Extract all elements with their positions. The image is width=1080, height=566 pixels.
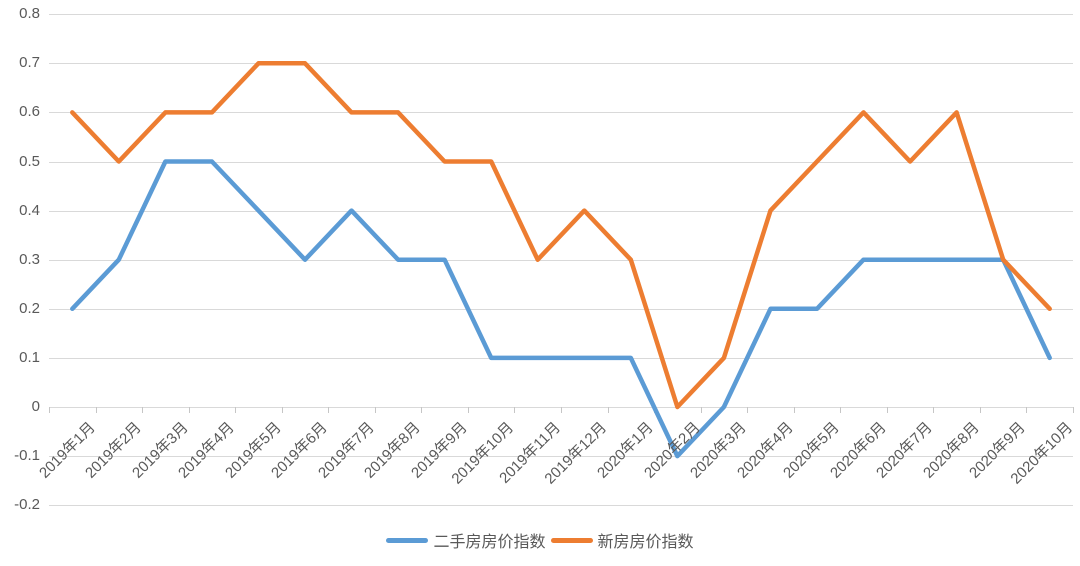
y-axis-label: 0.6 bbox=[19, 103, 40, 121]
y-axis-label: -0.1 bbox=[14, 447, 40, 465]
y-axis-label: 0.7 bbox=[19, 54, 40, 72]
y-axis-label: 0.4 bbox=[19, 201, 40, 219]
y-axis-label: 0 bbox=[31, 398, 40, 415]
newhome-series-swatch bbox=[550, 537, 593, 543]
secondhand-series-swatch bbox=[386, 537, 429, 543]
y-axis-label: 0.8 bbox=[19, 5, 40, 23]
newhome-series-line bbox=[70, 61, 1052, 410]
legend-item-secondhand-index: 二手房房价指数 bbox=[386, 528, 546, 552]
y-axis-label: -0.2 bbox=[14, 496, 40, 514]
legend-label-newhome-index: 新房房价指数 bbox=[597, 534, 694, 551]
legend: 二手房房价指数 新房房价指数 bbox=[0, 528, 1080, 552]
legend-label-secondhand-index: 二手房房价指数 bbox=[433, 534, 546, 551]
y-axis-label: 0.5 bbox=[19, 152, 40, 170]
legend-item-newhome-index: 新房房价指数 bbox=[550, 528, 694, 552]
secondhand-series-line bbox=[70, 159, 1052, 459]
y-axis-label: 0.3 bbox=[19, 250, 40, 268]
y-axis-label: 0.2 bbox=[19, 299, 40, 317]
y-axis-label: 0.1 bbox=[19, 348, 40, 366]
